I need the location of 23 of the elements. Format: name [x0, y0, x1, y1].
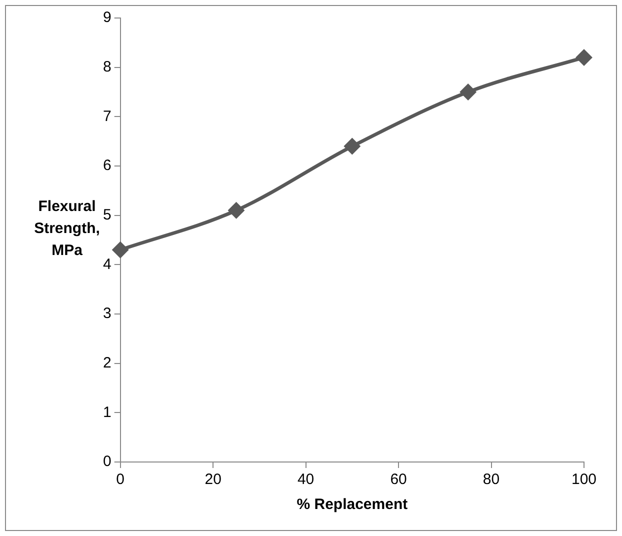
y-tick-label: 7: [103, 108, 112, 125]
x-tick-label: 40: [297, 471, 314, 488]
x-tick-label: 0: [116, 471, 125, 488]
y-tick-label: 1: [103, 404, 112, 421]
y-axis-title: Flexural Strength, MPa: [34, 198, 100, 259]
y-tick-label: 6: [103, 157, 112, 174]
y-tick-label: 8: [103, 58, 112, 76]
y-tick-label: 0: [103, 453, 112, 470]
x-tick-label: 60: [390, 471, 407, 488]
point: [228, 202, 244, 218]
x-axis-title: % Replacement: [296, 496, 408, 514]
y-tick-label: 2: [103, 354, 112, 372]
x-tick-label: 100: [571, 471, 597, 488]
y-tick-label: 9: [103, 9, 112, 26]
y-tick-label: 3: [103, 305, 112, 322]
x-tick-label: 80: [482, 471, 500, 488]
point: [112, 242, 128, 258]
y-tick-label: 4: [103, 256, 112, 273]
point: [576, 50, 592, 66]
point: [344, 138, 360, 154]
y-tick-label: 5: [103, 206, 112, 224]
x-tick-label: 20: [204, 471, 222, 488]
point: [460, 84, 476, 100]
